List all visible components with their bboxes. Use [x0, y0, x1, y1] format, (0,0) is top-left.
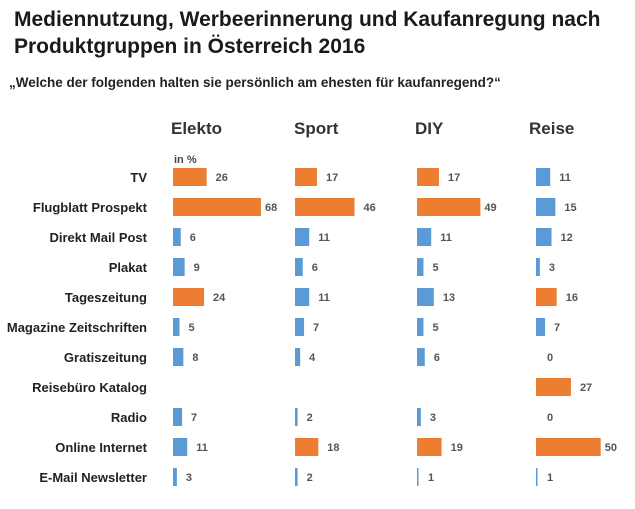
value-label-elekto-radio: 7: [191, 412, 197, 424]
bar-diy-direkt-mail-post: [417, 228, 432, 246]
bar-sport-e-mail-newsletter: [295, 468, 298, 486]
value-label-reise-reisebuero-katalog: 27: [580, 382, 592, 394]
value-label-diy-gratiszeitung: 6: [434, 352, 440, 364]
value-label-sport-flugblatt-prospekt: 46: [364, 202, 376, 214]
bar-sport-direkt-mail-post: [295, 228, 310, 246]
bar-elekto-direkt-mail-post: [173, 228, 181, 246]
bar-sport-flugblatt-prospekt: [295, 198, 355, 216]
category-label-direkt-mail-post: Direkt Mail Post: [49, 230, 147, 245]
value-label-reise-tv: 11: [559, 172, 571, 184]
value-label-reise-radio: 0: [547, 412, 553, 424]
value-label-reise-e-mail-newsletter: 1: [547, 472, 553, 484]
bar-elekto-flugblatt-prospekt: [173, 198, 261, 216]
value-label-reise-online-internet: 50: [605, 442, 617, 454]
bar-diy-tv: [417, 168, 439, 186]
category-label-online-internet: Online Internet: [55, 440, 147, 455]
bar-diy-online-internet: [417, 438, 442, 456]
value-label-elekto-e-mail-newsletter: 3: [186, 472, 192, 484]
value-label-sport-plakat: 6: [312, 262, 318, 274]
bar-sport-online-internet: [295, 438, 319, 456]
bar-diy-radio: [417, 408, 421, 426]
chart-subtitle: „Welche der folgenden halten sie persönl…: [9, 75, 501, 90]
panel-header-reise: Reise: [529, 119, 574, 138]
value-label-elekto-tv: 26: [216, 172, 228, 184]
value-label-diy-tv: 17: [448, 172, 460, 184]
bar-reise-plakat: [536, 258, 540, 276]
panel-header-diy: DIY: [415, 119, 444, 138]
panel-header-elekto: Elekto: [171, 119, 222, 138]
bar-sport-plakat: [295, 258, 303, 276]
bar-sport-magazine-zeitschriften: [295, 318, 305, 336]
value-label-sport-direkt-mail-post: 11: [318, 232, 330, 244]
value-label-elekto-gratiszeitung: 8: [192, 352, 198, 364]
bar-sport-gratiszeitung: [295, 348, 301, 366]
value-label-diy-direkt-mail-post: 11: [440, 232, 452, 244]
value-label-elekto-tageszeitung: 24: [213, 292, 226, 304]
value-label-elekto-magazine-zeitschriften: 5: [188, 322, 194, 334]
category-label-tageszeitung: Tageszeitung: [65, 290, 147, 305]
value-label-reise-plakat: 3: [549, 262, 555, 274]
bar-diy-magazine-zeitschriften: [417, 318, 424, 336]
value-label-elekto-direkt-mail-post: 6: [190, 232, 196, 244]
value-label-sport-e-mail-newsletter: 2: [307, 472, 313, 484]
bar-elekto-online-internet: [173, 438, 188, 456]
value-label-diy-online-internet: 19: [451, 442, 463, 454]
category-label-radio: Radio: [111, 410, 147, 425]
bar-diy-flugblatt-prospekt: [417, 198, 481, 216]
value-label-diy-plakat: 5: [432, 262, 438, 274]
value-label-sport-magazine-zeitschriften: 7: [313, 322, 319, 334]
bar-reise-flugblatt-prospekt: [536, 198, 556, 216]
value-label-sport-radio: 2: [307, 412, 313, 424]
bar-diy-plakat: [417, 258, 424, 276]
value-label-reise-tageszeitung: 16: [566, 292, 578, 304]
category-label-reisebuero-katalog: Reisebüro Katalog: [32, 380, 147, 395]
bar-elekto-gratiszeitung: [173, 348, 184, 366]
bar-reise-online-internet: [536, 438, 601, 456]
value-label-diy-e-mail-newsletter: 1: [428, 472, 434, 484]
bar-reise-reisebuero-katalog: [536, 378, 571, 396]
bar-elekto-tageszeitung: [173, 288, 205, 306]
value-label-reise-direkt-mail-post: 12: [561, 232, 573, 244]
value-label-elekto-flugblatt-prospekt: 68: [265, 202, 277, 214]
value-label-diy-radio: 3: [430, 412, 436, 424]
value-label-elekto-plakat: 9: [194, 262, 200, 274]
bar-reise-magazine-zeitschriften: [536, 318, 546, 336]
value-label-reise-magazine-zeitschriften: 7: [554, 322, 560, 334]
category-label-magazine-zeitschriften: Magazine Zeitschriften: [7, 320, 147, 335]
value-label-diy-magazine-zeitschriften: 5: [432, 322, 438, 334]
value-label-sport-tageszeitung: 11: [318, 292, 330, 304]
bar-reise-tageszeitung: [536, 288, 557, 306]
bar-elekto-radio: [173, 408, 183, 426]
bar-reise-tv: [536, 168, 551, 186]
bar-diy-e-mail-newsletter: [417, 468, 419, 486]
value-label-sport-online-internet: 18: [327, 442, 339, 454]
bar-sport-tv: [295, 168, 317, 186]
category-label-tv: TV: [130, 170, 147, 185]
category-label-flugblatt-prospekt: Flugblatt Prospekt: [33, 200, 148, 215]
value-label-reise-flugblatt-prospekt: 15: [564, 202, 576, 214]
value-label-sport-gratiszeitung: 4: [309, 352, 316, 364]
value-label-diy-flugblatt-prospekt: 49: [484, 202, 496, 214]
category-label-e-mail-newsletter: E-Mail Newsletter: [39, 470, 147, 485]
bar-elekto-e-mail-newsletter: [173, 468, 177, 486]
value-label-elekto-online-internet: 11: [196, 442, 208, 454]
bar-reise-e-mail-newsletter: [536, 468, 538, 486]
bar-reise-direkt-mail-post: [536, 228, 552, 246]
chart-title: Mediennutzung, Werbeerinnerung und Kaufa…: [14, 8, 601, 58]
bar-sport-tageszeitung: [295, 288, 310, 306]
value-label-sport-tv: 17: [326, 172, 338, 184]
bar-elekto-magazine-zeitschriften: [173, 318, 180, 336]
unit-label: in %: [174, 154, 197, 166]
bar-diy-tageszeitung: [417, 288, 434, 306]
value-label-reise-gratiszeitung: 0: [547, 352, 553, 364]
bar-elekto-plakat: [173, 258, 185, 276]
bar-elekto-tv: [173, 168, 207, 186]
value-label-diy-tageszeitung: 13: [443, 292, 455, 304]
bar-diy-gratiszeitung: [417, 348, 425, 366]
category-label-gratiszeitung: Gratiszeitung: [64, 350, 147, 365]
bar-sport-radio: [295, 408, 298, 426]
category-label-plakat: Plakat: [109, 260, 148, 275]
panel-header-sport: Sport: [294, 119, 339, 138]
